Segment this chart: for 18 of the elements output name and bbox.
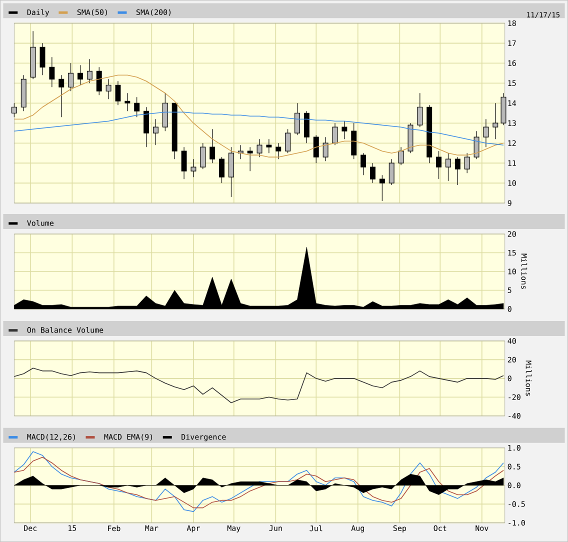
candlestick: [266, 138, 272, 154]
candlestick: [474, 130, 480, 160]
candlestick: [106, 78, 112, 100]
candlestick: [408, 122, 414, 154]
candlestick: [483, 118, 489, 148]
candlestick: [398, 146, 404, 166]
candlestick: [332, 122, 338, 146]
candlestick: [115, 80, 121, 106]
candlestick: [49, 56, 55, 88]
candlestick: [190, 158, 196, 178]
candlestick: [40, 42, 46, 76]
candlestick: [322, 136, 328, 162]
candlestick: [256, 138, 262, 158]
candlestick: [492, 102, 498, 140]
candlestick: [500, 92, 506, 126]
candlestick: [181, 146, 187, 180]
candlestick: [30, 30, 36, 80]
candlestick: [342, 120, 348, 140]
